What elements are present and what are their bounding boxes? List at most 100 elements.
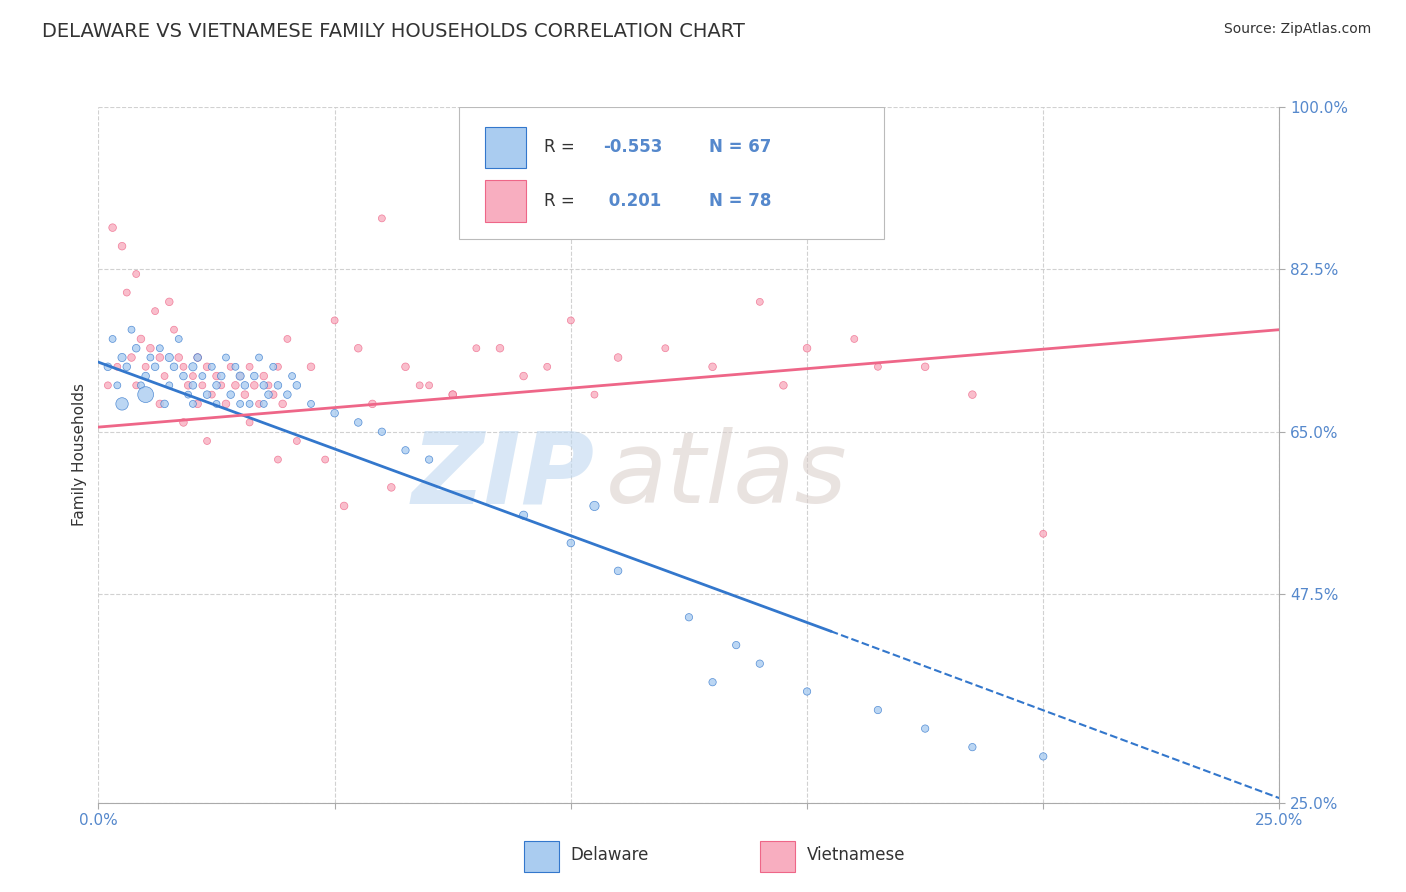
Point — [97, 378, 120, 392]
Text: Delaware: Delaware — [571, 846, 650, 864]
Point — [172, 416, 194, 430]
Point — [253, 369, 276, 384]
Point — [215, 397, 238, 411]
Point — [702, 359, 724, 374]
Point — [394, 359, 416, 374]
Point — [209, 378, 232, 392]
Point — [1032, 749, 1054, 764]
Point — [121, 351, 143, 365]
Point — [281, 369, 304, 384]
Point — [1032, 526, 1054, 541]
Point — [441, 387, 464, 401]
Point — [678, 610, 700, 624]
Point — [748, 657, 770, 671]
Point — [702, 675, 724, 690]
Point — [725, 638, 748, 652]
Point — [157, 378, 180, 392]
Point — [181, 369, 204, 384]
Point — [181, 378, 204, 392]
FancyBboxPatch shape — [485, 127, 526, 169]
Point — [583, 387, 606, 401]
Point — [489, 341, 512, 355]
Point — [914, 359, 936, 374]
Point — [97, 359, 120, 374]
Text: 0.201: 0.201 — [603, 192, 661, 210]
Point — [177, 378, 200, 392]
Point — [195, 434, 218, 448]
Point — [101, 220, 124, 235]
Point — [914, 722, 936, 736]
Point — [139, 341, 162, 355]
Point — [135, 387, 157, 401]
Point — [512, 508, 534, 523]
Point — [748, 294, 770, 309]
Point — [187, 397, 209, 411]
Point — [115, 359, 138, 374]
Point — [299, 397, 322, 411]
Point — [607, 564, 630, 578]
Point — [257, 387, 280, 401]
Point — [243, 378, 266, 392]
Point — [219, 359, 242, 374]
Point — [512, 369, 534, 384]
Point — [276, 387, 298, 401]
Point — [844, 332, 866, 346]
Point — [172, 369, 194, 384]
Point — [285, 378, 308, 392]
Point — [111, 239, 134, 253]
Point — [465, 341, 488, 355]
Point — [129, 332, 152, 346]
Point — [323, 406, 346, 420]
Point — [380, 480, 402, 494]
Point — [276, 332, 298, 346]
Point — [962, 387, 984, 401]
Point — [560, 536, 582, 550]
Point — [121, 323, 143, 337]
Point — [408, 378, 430, 392]
Point — [163, 323, 186, 337]
Point — [177, 387, 200, 401]
Point — [418, 452, 440, 467]
Point — [172, 359, 194, 374]
Point — [125, 341, 148, 355]
Point — [267, 359, 290, 374]
FancyBboxPatch shape — [458, 107, 884, 239]
Text: N = 67: N = 67 — [709, 138, 772, 156]
Point — [195, 387, 218, 401]
Point — [105, 378, 128, 392]
Point — [187, 351, 209, 365]
Point — [163, 359, 186, 374]
Point — [441, 387, 464, 401]
Point — [115, 285, 138, 300]
Point — [654, 341, 676, 355]
FancyBboxPatch shape — [523, 841, 560, 872]
Point — [149, 397, 172, 411]
Point — [201, 359, 224, 374]
Point — [111, 397, 134, 411]
Point — [181, 359, 204, 374]
Point — [125, 267, 148, 281]
Point — [187, 351, 209, 365]
Point — [195, 359, 218, 374]
Point — [371, 211, 394, 226]
Point — [205, 397, 228, 411]
Point — [157, 351, 180, 365]
Text: ZIP: ZIP — [412, 427, 595, 524]
Point — [135, 359, 157, 374]
Point — [139, 351, 162, 365]
Point — [167, 351, 190, 365]
Point — [215, 351, 238, 365]
Point — [361, 397, 384, 411]
Point — [333, 499, 356, 513]
Point — [536, 359, 558, 374]
Point — [285, 434, 308, 448]
Text: R =: R = — [544, 138, 579, 156]
Point — [299, 359, 322, 374]
Point — [129, 378, 152, 392]
Point — [772, 378, 794, 392]
Point — [267, 378, 290, 392]
Point — [205, 378, 228, 392]
Point — [149, 351, 172, 365]
Point — [253, 397, 276, 411]
Point — [796, 684, 818, 698]
